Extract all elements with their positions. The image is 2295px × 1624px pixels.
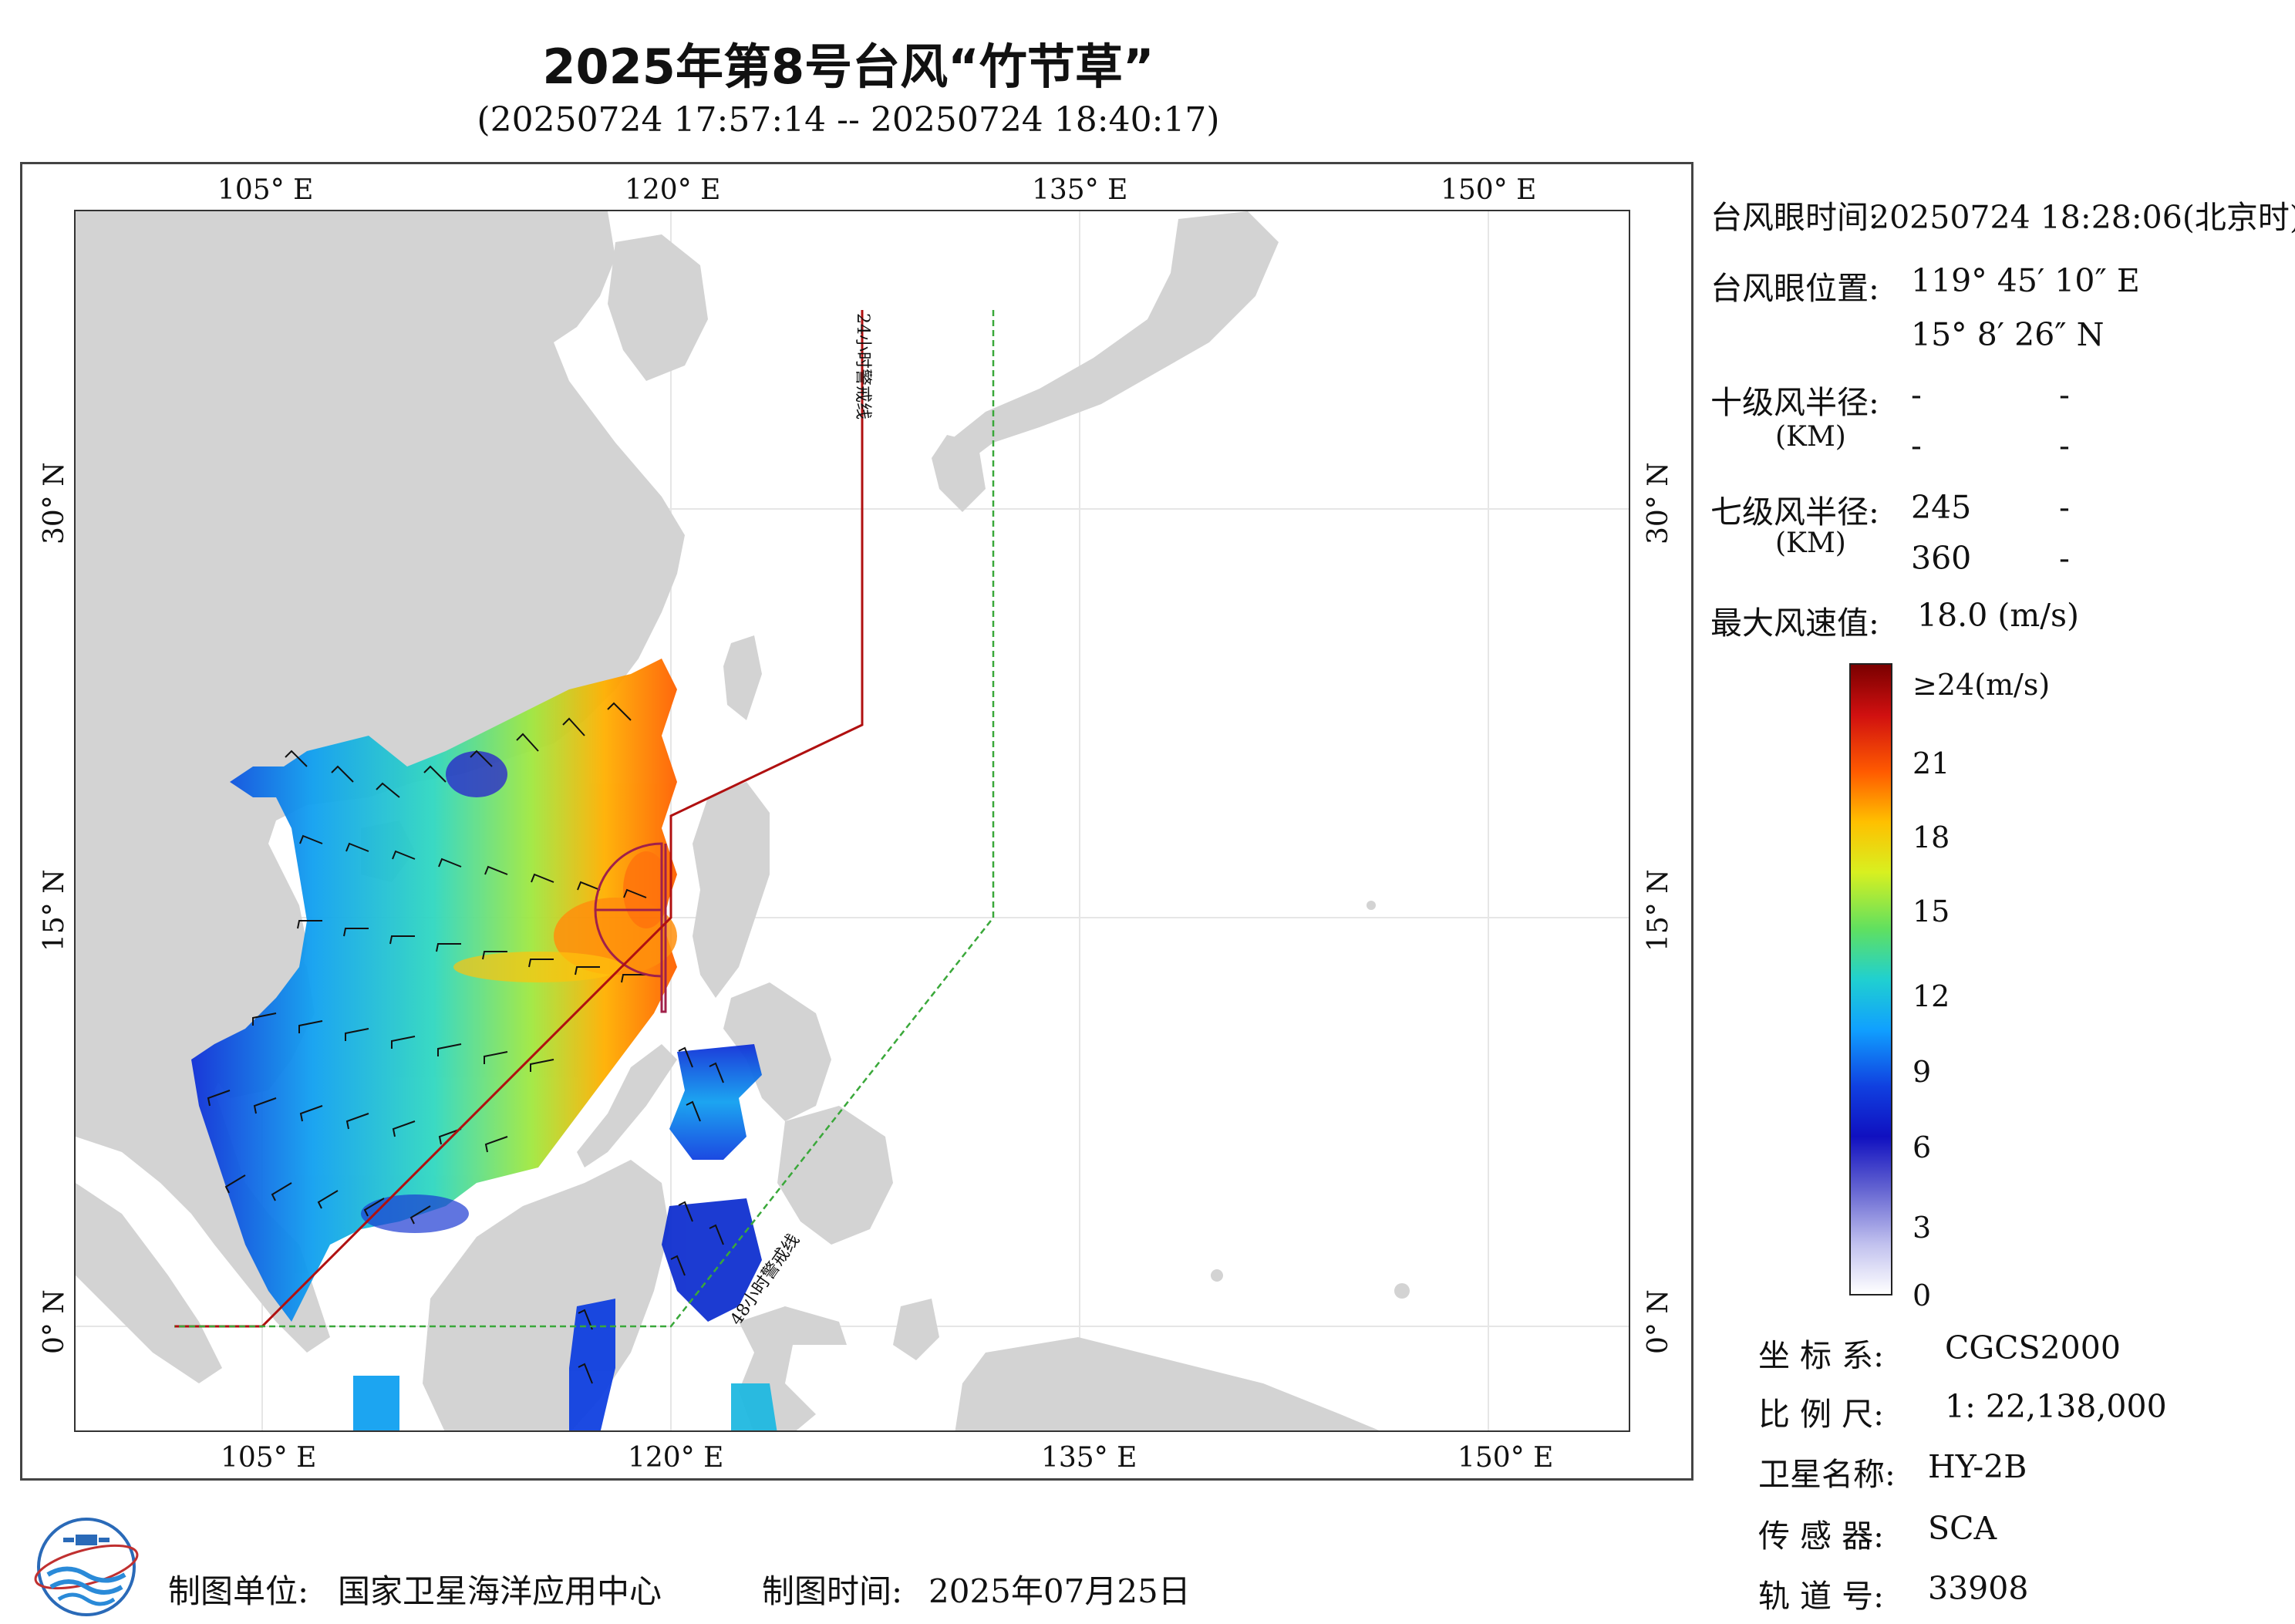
- colorbar-label-6: 6: [1912, 1130, 1932, 1164]
- r7-unit: (KM): [1775, 527, 1846, 559]
- map-subtitle: (20250724 17:57:14 -- 20250724 18:40:17): [477, 100, 1220, 140]
- colorbar-fill: [1851, 665, 1891, 1294]
- land-new-guinea: [955, 1337, 1380, 1430]
- r7-v2: -: [2059, 489, 2070, 526]
- lon-tick-top-135: 135° E: [1032, 174, 1128, 206]
- sensor-label: 传 感 器:: [1758, 1518, 1884, 1555]
- line-24h-label: 24小时警戒线: [853, 313, 872, 419]
- coord-value: CGCS2000: [1945, 1329, 2121, 1366]
- orbit-label: 轨 道 号:: [1758, 1578, 1884, 1615]
- colorbar-label-15: 15: [1912, 895, 1950, 928]
- satellite-label: 卫星名称:: [1758, 1456, 1896, 1493]
- line-48h: [174, 310, 995, 1328]
- map-title: 2025年第8号台风“竹节草”: [542, 39, 1154, 95]
- wind-low-patch-2: [361, 1194, 469, 1233]
- lon-tick-bottom-120: 120° E: [628, 1442, 724, 1474]
- land-luzon: [693, 782, 770, 998]
- wind-field: [191, 659, 777, 1430]
- producer-value: 国家卫星海洋应用中心: [338, 1572, 662, 1610]
- wind-swath-main: [191, 659, 677, 1322]
- land-borneo: [423, 1160, 669, 1430]
- scale-value: 1: 22,138,000: [1945, 1388, 2167, 1425]
- date-value: 2025年07月25日: [928, 1572, 1191, 1610]
- land-islet: [1367, 901, 1376, 910]
- land-kyushu: [932, 435, 986, 512]
- max-wind-value: 18.0 (m/s): [1917, 597, 2080, 634]
- r7-v4: -: [2059, 540, 2070, 577]
- wind-radius-7: [594, 842, 667, 1013]
- map-canvas: 24小时警戒线 48小时警戒线: [74, 210, 1630, 1432]
- date-label: 制图时间:: [762, 1572, 903, 1610]
- sensor-value: SCA: [1928, 1510, 1997, 1547]
- r10-unit: (KM): [1775, 421, 1846, 453]
- colorbar-label-21: 21: [1912, 746, 1950, 780]
- lat-tick-right-0: 0° N: [1643, 1289, 1674, 1354]
- wind-swath-south-2: [353, 1376, 399, 1430]
- lat-tick-right-15: 15° N: [1643, 869, 1674, 952]
- wind-swath-south: [569, 1299, 615, 1430]
- land-korea: [608, 234, 708, 381]
- r10-v4: -: [2059, 427, 2070, 464]
- scale-label: 比 例 尺:: [1758, 1396, 1884, 1433]
- wind-swath-sulu: [662, 1198, 762, 1322]
- wind-low-patch: [446, 751, 507, 797]
- r7-v1: 245: [1911, 489, 1972, 526]
- lon-tick-bottom-135: 135° E: [1041, 1442, 1137, 1474]
- line-24h: [174, 310, 864, 1328]
- land-visayas: [723, 982, 831, 1121]
- wind-barbs: [207, 702, 724, 1384]
- land-maluku: [893, 1299, 939, 1360]
- lon-tick-top-150: 150° E: [1441, 174, 1537, 206]
- producer-label: 制图单位:: [168, 1572, 309, 1610]
- r7-v3: 360: [1911, 540, 1972, 577]
- colorbar: [1849, 663, 1892, 1295]
- wind-band-high: [453, 952, 623, 982]
- lon-tick-top-105: 105° E: [217, 174, 314, 206]
- satellite-value: HY-2B: [1928, 1448, 2027, 1485]
- map-svg: 24小时警戒线 48小时警戒线: [76, 211, 1629, 1430]
- map-frame: [20, 162, 1693, 1481]
- r10-v3: -: [1911, 427, 1922, 464]
- wind-swath-east: [669, 1044, 762, 1160]
- colorbar-label-24: ≥24(m/s): [1912, 668, 2051, 702]
- r10-v1: -: [1911, 376, 1922, 413]
- lat-tick-left-0: 0° N: [39, 1289, 70, 1354]
- coord-label: 坐 标 系:: [1758, 1337, 1884, 1374]
- r10-label: 十级风半径:: [1710, 384, 1879, 421]
- land-taiwan: [723, 635, 762, 720]
- eye-pos-label: 台风眼位置:: [1710, 270, 1879, 307]
- max-wind-label: 最大风速值:: [1710, 605, 1879, 642]
- colorbar-label-0: 0: [1912, 1279, 1932, 1312]
- orbit-value: 33908: [1928, 1570, 2029, 1607]
- colorbar-label-12: 12: [1912, 979, 1950, 1013]
- lon-tick-bottom-105: 105° E: [221, 1442, 317, 1474]
- land-sumatra: [76, 1183, 222, 1383]
- lon-tick-bottom-150: 150° E: [1458, 1442, 1554, 1474]
- lon-tick-top-120: 120° E: [625, 174, 721, 206]
- eye-time-value: 20250724 18:28:06(北京时): [1869, 199, 2295, 236]
- land-japan: [947, 211, 1279, 466]
- colorbar-label-9: 9: [1912, 1055, 1932, 1089]
- land-mindanao: [777, 1106, 893, 1245]
- lat-tick-right-30: 30° N: [1643, 462, 1674, 544]
- colorbar-label-18: 18: [1912, 820, 1950, 854]
- colorbar-label-3: 3: [1912, 1211, 1932, 1245]
- eye-lat: 15° 8′ 26″ N: [1911, 316, 2105, 353]
- land-islet: [1211, 1269, 1223, 1282]
- land-palawan: [577, 1044, 677, 1167]
- r10-v2: -: [2059, 376, 2070, 413]
- lat-tick-left-15: 15° N: [39, 869, 70, 952]
- nsoas-logo-icon: [32, 1513, 140, 1621]
- eye-lon: 119° 45′ 10″ E: [1911, 262, 2140, 299]
- r7-label: 七级风半径:: [1710, 494, 1879, 531]
- eye-time-label: 台风眼时间:: [1710, 199, 1879, 236]
- lat-tick-left-30: 30° N: [39, 462, 70, 544]
- land-islet: [1394, 1283, 1410, 1299]
- wind-swath-south-3: [731, 1383, 777, 1430]
